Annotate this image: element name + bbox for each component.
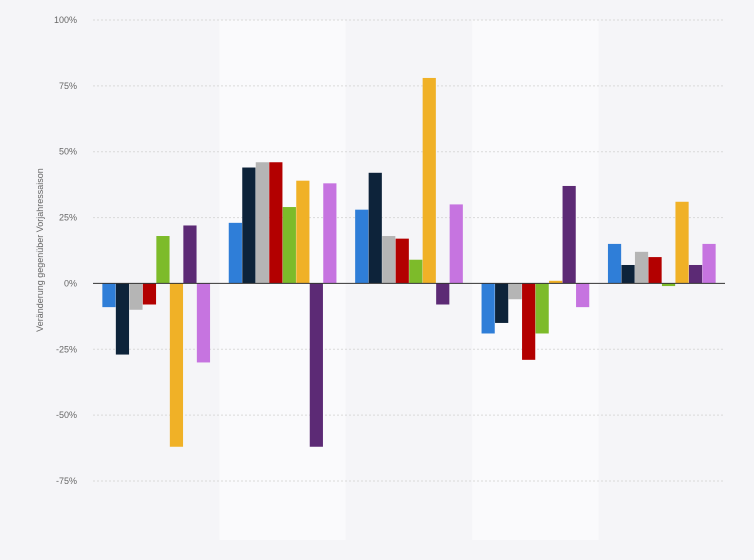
bar bbox=[535, 283, 549, 334]
bar bbox=[115, 283, 130, 355]
bar bbox=[562, 185, 576, 284]
bar bbox=[661, 283, 676, 287]
y-tick-layer: 100% 75% 50% 25% 0% -25% -50% -75% bbox=[54, 15, 77, 486]
bar bbox=[549, 280, 563, 284]
bar bbox=[436, 283, 450, 305]
bar bbox=[355, 209, 369, 284]
bar bbox=[648, 257, 662, 284]
group-band bbox=[93, 20, 220, 540]
bar bbox=[196, 283, 211, 363]
bar bbox=[422, 77, 436, 284]
y-tick-label: 50% bbox=[59, 147, 77, 157]
bar bbox=[323, 183, 337, 284]
bar bbox=[228, 222, 242, 284]
bars-layer bbox=[102, 77, 716, 447]
y-tick-label: -50% bbox=[56, 410, 77, 420]
bar bbox=[156, 236, 170, 284]
bar bbox=[621, 264, 635, 284]
bar bbox=[449, 204, 463, 284]
bar bbox=[169, 283, 184, 447]
y-axis-label: Veränderung gegenüber Vorjahressaison bbox=[35, 168, 45, 332]
y-tick-label: 0% bbox=[64, 278, 77, 288]
bar bbox=[702, 243, 716, 284]
bar bbox=[495, 283, 509, 323]
bar bbox=[409, 259, 423, 284]
y-tick-label: 75% bbox=[59, 81, 77, 91]
bar bbox=[142, 283, 157, 305]
bar bbox=[102, 283, 116, 308]
bar bbox=[368, 172, 382, 284]
bar bbox=[183, 225, 197, 284]
y-tick-label: 25% bbox=[59, 213, 77, 223]
bar bbox=[688, 264, 703, 284]
bar bbox=[282, 207, 296, 284]
bar bbox=[634, 251, 649, 284]
y-tick-label: 100% bbox=[54, 15, 77, 25]
bar bbox=[129, 283, 143, 310]
bar bbox=[522, 283, 536, 360]
bar bbox=[481, 283, 495, 334]
group-band bbox=[472, 20, 599, 540]
bar bbox=[242, 167, 256, 284]
bar bbox=[395, 238, 409, 284]
bar bbox=[296, 180, 310, 284]
bar bbox=[269, 162, 283, 284]
bar bbox=[607, 243, 622, 284]
bar bbox=[382, 236, 396, 284]
bar bbox=[675, 201, 689, 284]
bar bbox=[255, 162, 269, 284]
y-tick-label: -25% bbox=[56, 344, 77, 354]
bar bbox=[576, 283, 590, 308]
y-tick-label: -75% bbox=[56, 476, 77, 486]
bar bbox=[508, 283, 522, 300]
bar bbox=[309, 283, 323, 447]
